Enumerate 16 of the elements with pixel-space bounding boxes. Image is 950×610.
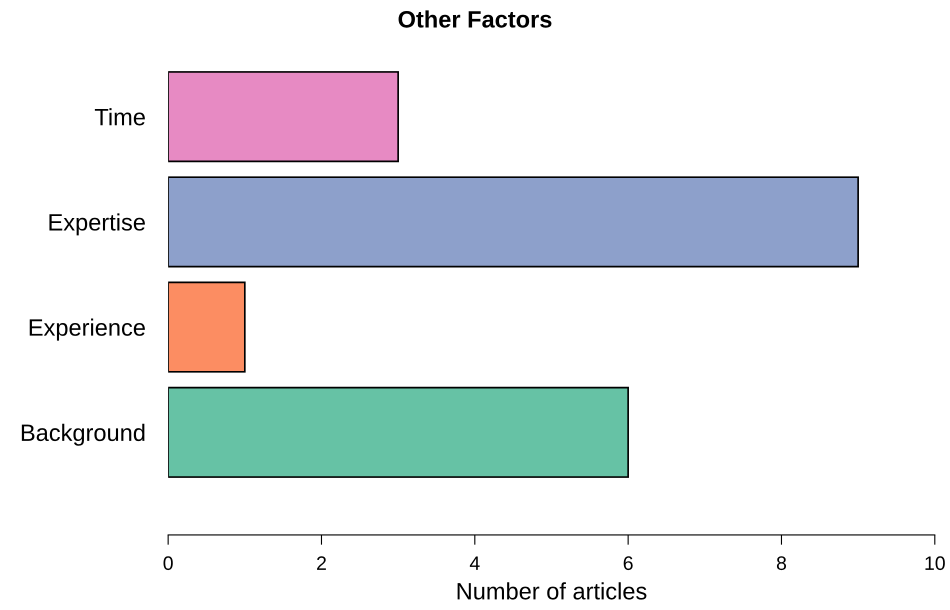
x-tick-label: 8 <box>776 556 786 570</box>
bar <box>168 71 399 162</box>
bar <box>168 282 246 373</box>
x-tick-label: 10 <box>925 556 945 570</box>
bar <box>168 386 629 478</box>
y-tick-label: Experience <box>30 318 145 341</box>
x-tick-label: 6 <box>624 556 633 570</box>
x-tick-label: 0 <box>164 556 173 570</box>
bar <box>168 176 859 268</box>
chart-title: Other Factors <box>398 10 552 28</box>
y-tick-label: Time <box>94 108 145 126</box>
x-tick-label: 2 <box>317 556 326 570</box>
y-tick-label: Background <box>22 424 144 446</box>
y-tick-label: Expertise <box>49 213 145 236</box>
x-axis-title: Number of articles <box>458 582 646 600</box>
x-tick-label: 4 <box>470 556 480 570</box>
